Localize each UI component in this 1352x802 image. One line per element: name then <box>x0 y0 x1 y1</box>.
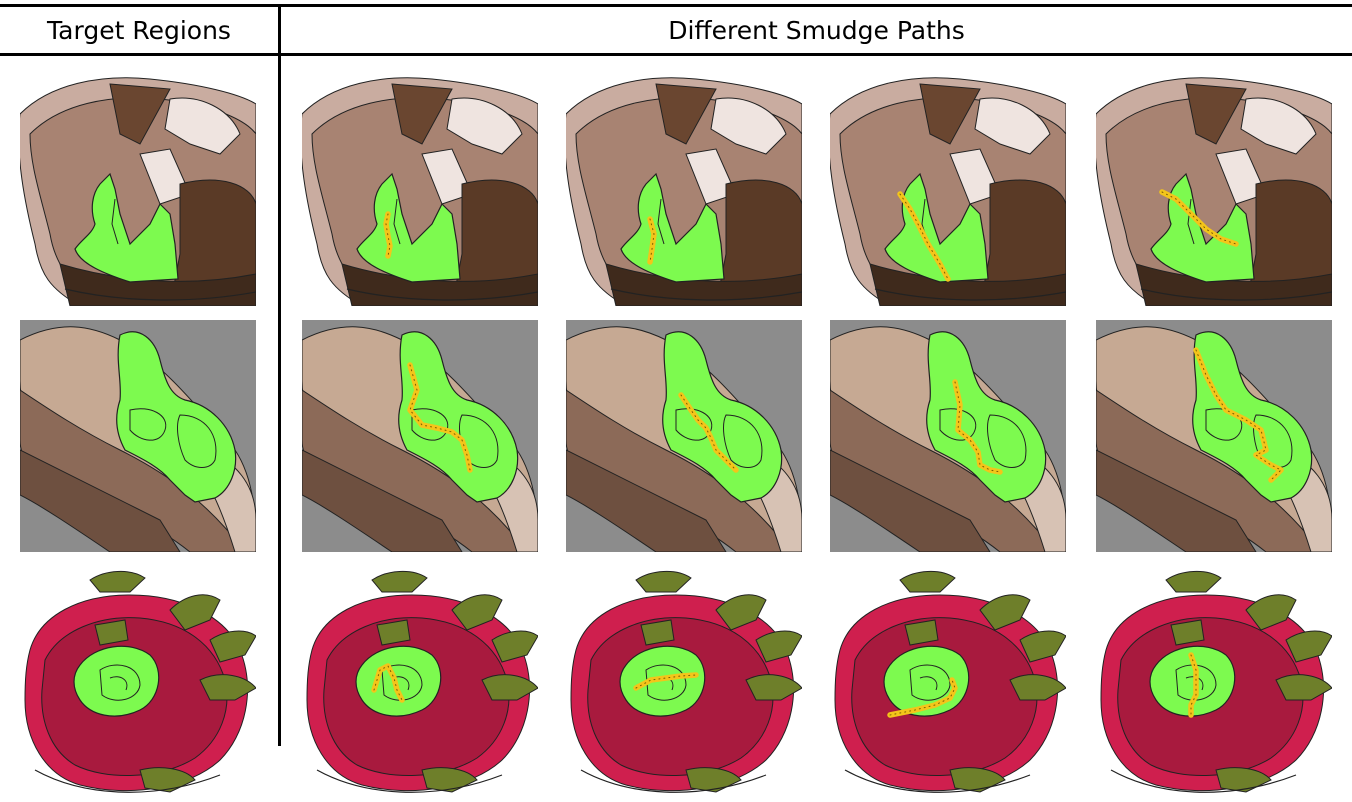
target-region-image-row-2 <box>20 320 256 552</box>
target-region-image-row-1 <box>20 74 256 306</box>
smudge-path-image-row-2-col-1 <box>302 320 538 552</box>
smudge-path-image-row-1-col-1 <box>302 74 538 306</box>
smudge-path-image-row-1-col-2 <box>566 74 802 306</box>
smudge-path-image-row-3-col-3 <box>830 570 1066 802</box>
smudge-path-image-row-2-col-4 <box>1096 320 1332 552</box>
smudge-path-image-row-3-col-1 <box>302 570 538 802</box>
smudge-path-image-row-1-col-3 <box>830 74 1066 306</box>
top-rule <box>0 4 1352 7</box>
header-rule <box>0 53 1352 56</box>
smudge-paths-header: Different Smudge Paths <box>668 15 965 45</box>
column-divider <box>278 4 281 746</box>
smudge-path-image-row-3-col-2 <box>566 570 802 802</box>
target-regions-header: Target Regions <box>47 15 231 45</box>
smudge-path-image-row-2-col-2 <box>566 320 802 552</box>
target-region-image-row-3 <box>20 570 256 802</box>
smudge-path-image-row-2-col-3 <box>830 320 1066 552</box>
smudge-path-image-row-3-col-4 <box>1096 570 1332 802</box>
smudge-path-image-row-1-col-4 <box>1096 74 1332 306</box>
